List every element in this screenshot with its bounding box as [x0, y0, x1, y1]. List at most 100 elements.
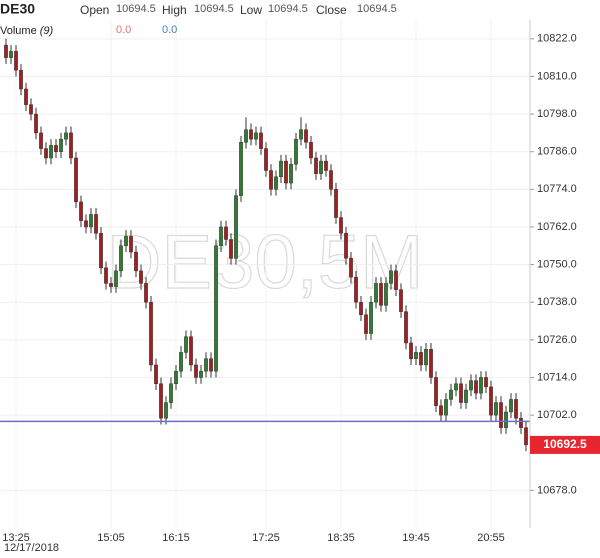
candle-body	[49, 145, 53, 159]
candle-body	[174, 370, 178, 385]
volume-value: 0.0	[162, 24, 177, 36]
candle-body	[294, 138, 298, 165]
candle-body	[224, 226, 228, 240]
candle-body	[389, 270, 393, 284]
candle-body	[94, 214, 98, 234]
candle-body	[379, 283, 383, 306]
y-tick-label: 10678.0	[537, 484, 577, 496]
candle-body	[234, 195, 238, 259]
candle-body	[409, 342, 413, 359]
candle-body	[509, 399, 513, 413]
candle-body	[204, 358, 208, 372]
y-tick-label: 10822.0	[537, 33, 577, 45]
candle-body	[239, 142, 243, 196]
volume-label: Volume (9)	[0, 25, 54, 37]
x-tick-label: 19:45	[402, 532, 430, 544]
candle-body	[34, 113, 38, 134]
candle-body	[354, 276, 358, 303]
candle-body	[244, 129, 248, 143]
candle-body	[279, 160, 283, 178]
candle-body	[319, 160, 323, 174]
header-bg	[0, 0, 530, 20]
x-tick-label: 15:05	[97, 532, 125, 544]
candle-body	[499, 402, 503, 428]
candle-body	[474, 380, 478, 394]
ohlc-label: High	[162, 3, 187, 17]
candle-body	[384, 283, 388, 306]
candle-body	[154, 364, 158, 385]
candle-body	[14, 51, 18, 71]
candle-body	[504, 411, 508, 428]
candle-body	[464, 389, 468, 403]
candle-body	[424, 349, 428, 366]
candle-body	[324, 160, 328, 171]
candle-body	[159, 383, 163, 419]
plot-area	[0, 20, 530, 528]
y-tick-label: 10714.0	[537, 371, 577, 383]
candle-body	[19, 69, 23, 90]
x-tick-label: 13:25	[2, 532, 30, 544]
candle-body	[524, 427, 528, 446]
y-tick-label: 10726.0	[537, 334, 577, 346]
candle-body	[489, 386, 493, 416]
candle-body	[89, 214, 93, 228]
candle-body	[439, 405, 443, 416]
ohlc-value: 10694.5	[194, 3, 234, 15]
candle-body	[54, 145, 58, 152]
candle-body	[29, 104, 33, 115]
candle-body	[274, 176, 278, 190]
chart-title: DE30	[0, 1, 35, 17]
candle-body	[304, 129, 308, 143]
candle-body	[394, 270, 398, 290]
candle-body	[519, 417, 523, 428]
x-tick-label: 18:35	[327, 532, 355, 544]
candle-body	[349, 258, 353, 278]
volume-period: (9)	[40, 25, 54, 37]
candle-body	[444, 399, 448, 416]
candle-body	[144, 283, 148, 303]
candle-body	[459, 383, 463, 403]
candle-body	[404, 311, 408, 344]
candle-body	[164, 402, 168, 419]
candle-body	[24, 88, 28, 105]
candle-body	[449, 389, 453, 400]
y-tick-label: 10750.0	[537, 258, 577, 270]
candle-body	[434, 377, 438, 406]
candle-body	[99, 232, 103, 268]
candle-body	[229, 239, 233, 259]
candle-body	[249, 129, 253, 140]
y-tick-label: 10798.0	[537, 108, 577, 120]
candle-body	[289, 163, 293, 184]
x-tick-label: 16:15	[162, 532, 190, 544]
candle-body	[214, 245, 218, 372]
candle-body	[334, 189, 338, 218]
candle-body	[454, 383, 458, 391]
volume-value: 0.0	[116, 24, 131, 36]
candle-body	[39, 132, 43, 149]
candle-body	[329, 170, 333, 190]
candle-body	[264, 148, 268, 171]
ohlc-label: Close	[316, 3, 347, 17]
candle-body	[59, 138, 63, 152]
candle-body	[169, 383, 173, 403]
candle-body	[9, 51, 13, 58]
volume-name: Volume	[0, 25, 37, 37]
candle-body	[64, 132, 68, 140]
candle-body	[309, 142, 313, 159]
candle-body	[199, 370, 203, 378]
candle-body	[284, 160, 288, 184]
candle-body	[339, 217, 343, 234]
y-tick-label: 10762.0	[537, 221, 577, 233]
y-tick-label: 10810.0	[537, 70, 577, 82]
candle-body	[129, 236, 133, 253]
last-price-box	[530, 435, 600, 454]
candle-body	[109, 283, 113, 287]
candle-body	[4, 44, 8, 58]
candle-body	[344, 232, 348, 259]
y-tick-label: 10738.0	[537, 296, 577, 308]
candle-body	[514, 399, 518, 419]
candle-body	[134, 251, 138, 272]
candle-body	[254, 132, 258, 140]
y-tick-label: 10774.0	[537, 183, 577, 195]
candle-body	[179, 352, 183, 372]
